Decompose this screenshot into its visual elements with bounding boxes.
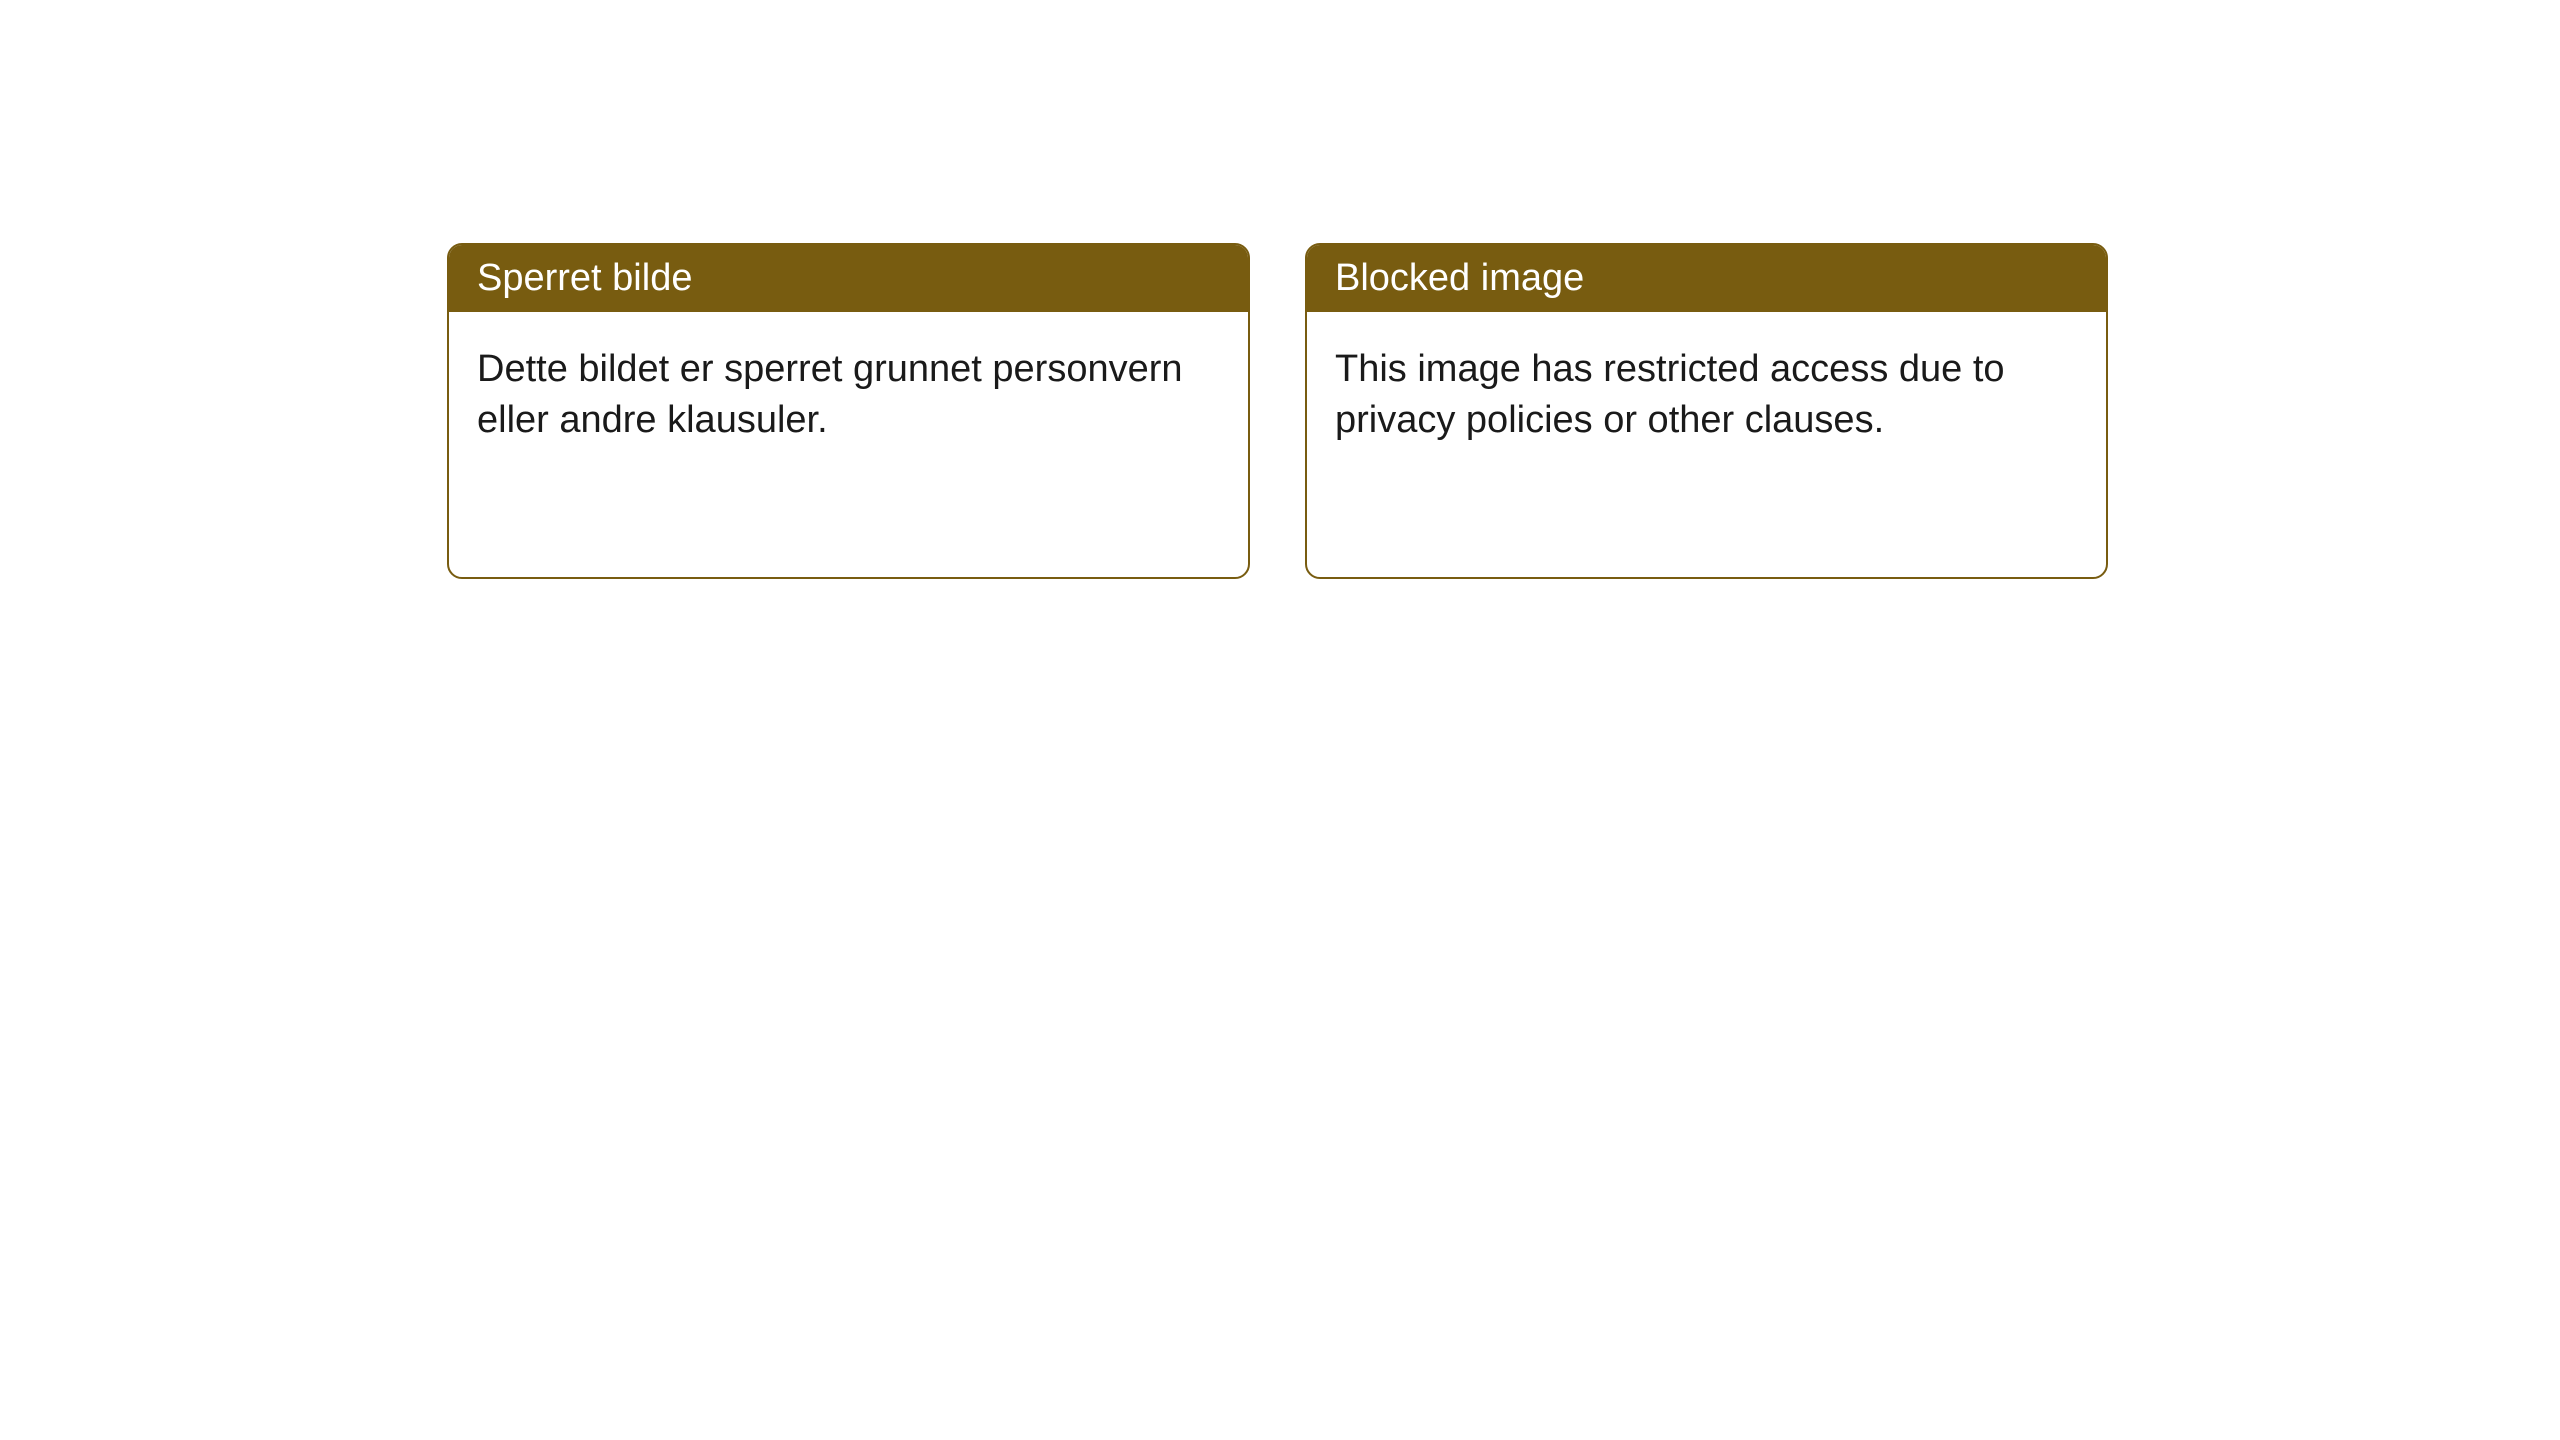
notice-title-no: Sperret bilde (477, 257, 692, 299)
notice-title-en: Blocked image (1335, 257, 1584, 299)
notice-text-no: Dette bildet er sperret grunnet personve… (477, 348, 1183, 441)
notice-body-en: This image has restricted access due to … (1307, 312, 2106, 479)
notice-text-en: This image has restricted access due to … (1335, 348, 2005, 441)
notice-container: Sperret bilde Dette bildet er sperret gr… (447, 243, 2108, 579)
notice-body-no: Dette bildet er sperret grunnet personve… (449, 312, 1248, 479)
notice-card-no: Sperret bilde Dette bildet er sperret gr… (447, 243, 1250, 579)
notice-header-en: Blocked image (1307, 245, 2106, 312)
notice-card-en: Blocked image This image has restricted … (1305, 243, 2108, 579)
notice-header-no: Sperret bilde (449, 245, 1248, 312)
